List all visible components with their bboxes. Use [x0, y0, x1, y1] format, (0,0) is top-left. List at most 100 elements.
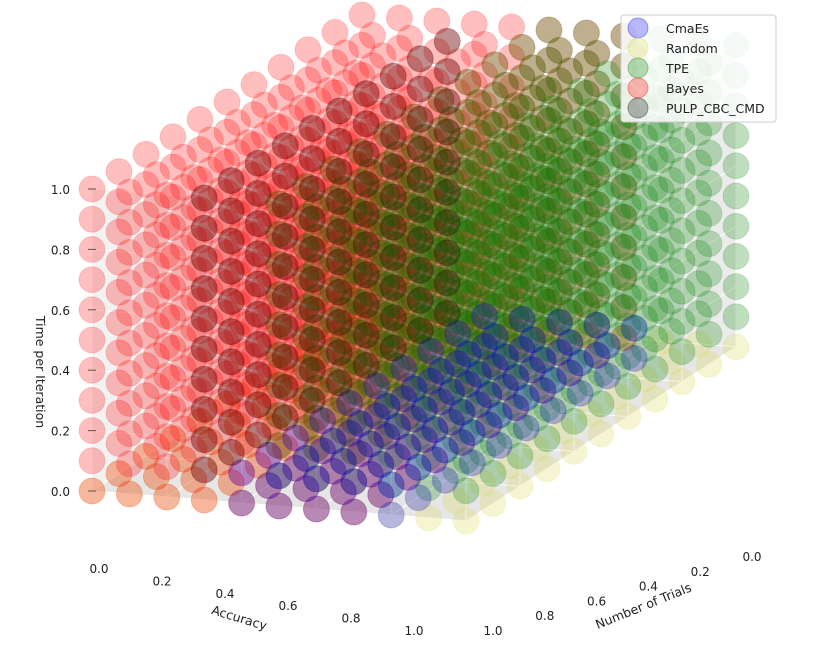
- data-point: [369, 72, 397, 100]
- data-point: [207, 388, 235, 416]
- data-point: [265, 341, 293, 369]
- data-point: [288, 366, 316, 394]
- data-point: [255, 472, 283, 500]
- data-point: [448, 398, 476, 426]
- data-point: [292, 475, 320, 503]
- data-point: [550, 296, 578, 324]
- data-point: [282, 273, 310, 301]
- data-point: [545, 278, 573, 306]
- data-point: [722, 273, 750, 301]
- data-point: [506, 170, 534, 198]
- data-point: [556, 329, 584, 357]
- data-point: [105, 460, 133, 488]
- data-point: [535, 318, 563, 346]
- data-point: [319, 427, 347, 455]
- data-point: [319, 397, 347, 425]
- data-point: [469, 379, 497, 407]
- data-point: [271, 373, 299, 401]
- data-point: [240, 373, 268, 401]
- data-point: [508, 154, 536, 182]
- data-point: [647, 297, 675, 325]
- data-point: [379, 213, 407, 241]
- data-point: [142, 402, 170, 430]
- data-point: [545, 127, 573, 155]
- data-point: [298, 205, 326, 233]
- data-point: [556, 298, 584, 326]
- data-point: [469, 469, 497, 497]
- data-point: [217, 227, 245, 255]
- data-point: [352, 261, 380, 289]
- data-point: [471, 302, 499, 330]
- data-point: [454, 129, 482, 157]
- data-point: [250, 151, 278, 179]
- data-point: [217, 378, 245, 406]
- data-point: [512, 203, 540, 231]
- data-point: [400, 345, 428, 373]
- data-point: [373, 211, 401, 239]
- data-point: [346, 168, 374, 196]
- data-point: [358, 293, 386, 321]
- data-point: [583, 221, 611, 249]
- data-point: [491, 252, 519, 280]
- data-point: [421, 144, 449, 172]
- data-point: [583, 160, 611, 188]
- data-point: [394, 312, 422, 340]
- data-point: [265, 371, 293, 399]
- data-point: [685, 239, 713, 267]
- data-point: [668, 126, 696, 154]
- data-point: [496, 210, 524, 238]
- data-point: [620, 314, 648, 342]
- data-point: [614, 221, 642, 249]
- data-point: [244, 270, 272, 298]
- data-point: [533, 394, 561, 422]
- data-point: [369, 42, 397, 70]
- data-point: [404, 272, 432, 300]
- data-point: [610, 233, 638, 261]
- data-point: [433, 239, 461, 267]
- data-point: [207, 448, 235, 476]
- data-point: [502, 303, 530, 331]
- data-point: [265, 492, 293, 520]
- data-point: [207, 327, 235, 355]
- data-point: [363, 402, 391, 430]
- data-point: [460, 312, 488, 340]
- data-point: [577, 369, 605, 397]
- data-point: [577, 98, 605, 126]
- data-point: [464, 119, 492, 147]
- data-point: [458, 419, 486, 447]
- data-point: [437, 348, 465, 376]
- data-point: [454, 159, 482, 187]
- data-point: [529, 376, 557, 404]
- data-point: [298, 235, 326, 263]
- grid-line: [91, 188, 467, 220]
- data-point: [383, 201, 411, 229]
- data-point: [577, 218, 605, 246]
- data-point: [518, 326, 546, 354]
- data-point: [560, 166, 588, 194]
- data-point: [261, 413, 289, 441]
- data-point: [448, 398, 476, 426]
- data-point: [406, 256, 434, 284]
- data-point: [190, 395, 218, 423]
- data-point: [302, 223, 330, 251]
- data-point: [523, 314, 551, 342]
- data-point: [415, 413, 443, 441]
- data-point: [367, 420, 395, 448]
- data-point: [506, 382, 534, 410]
- data-point: [228, 308, 256, 336]
- data-point: [159, 274, 187, 302]
- data-point: [396, 266, 424, 294]
- data-point: [539, 125, 567, 153]
- data-point: [186, 407, 214, 435]
- data-point: [292, 233, 320, 261]
- data-point: [352, 291, 380, 319]
- data-point: [363, 402, 391, 430]
- data-point: [302, 253, 330, 281]
- data-point: [442, 456, 470, 484]
- data-point: [352, 351, 380, 379]
- data-point: [288, 245, 316, 273]
- data-point: [572, 110, 600, 138]
- data-point: [223, 350, 251, 378]
- data-point: [572, 49, 600, 77]
- data-point: [556, 117, 584, 145]
